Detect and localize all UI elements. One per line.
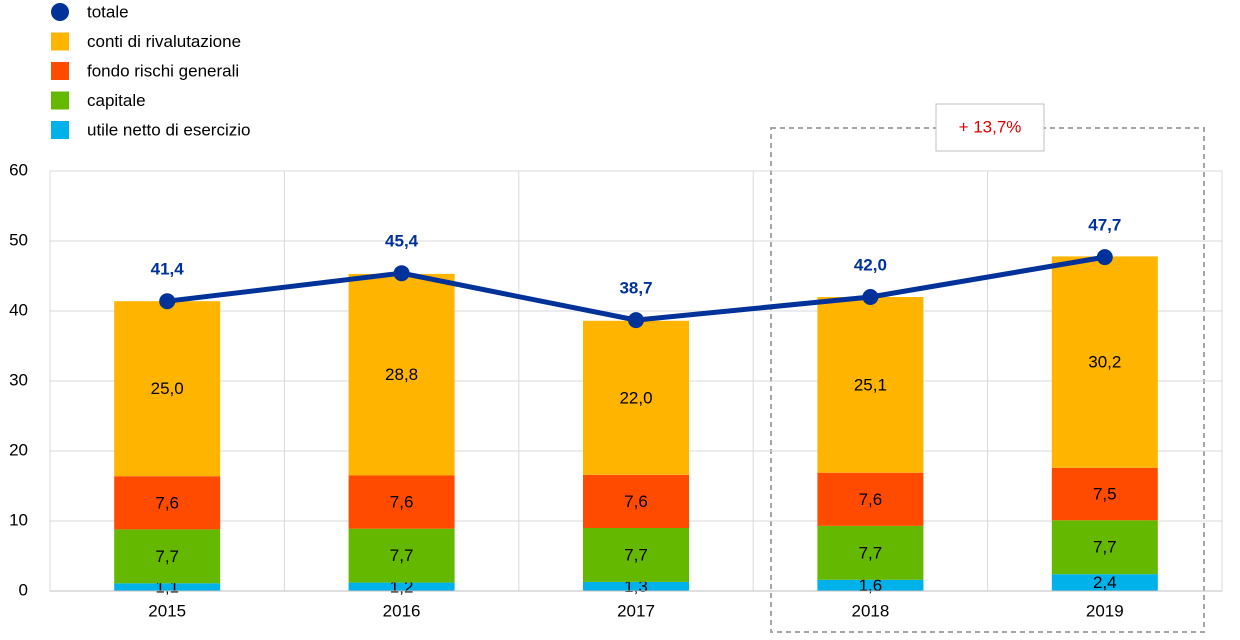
bar-segment (348, 528, 455, 583)
data-label: 7,6 (859, 490, 883, 509)
bar-segment (817, 579, 924, 591)
y-tick-label: 40 (9, 300, 28, 319)
legend-label: fondo rischi generali (87, 61, 239, 80)
bar-segment (583, 474, 689, 528)
line-marker (159, 293, 176, 310)
bar-segment (817, 297, 924, 473)
bar-segment (1051, 467, 1158, 521)
bar-segment (114, 529, 221, 584)
x-tick-label: 2015 (148, 601, 186, 620)
data-label: 25,1 (854, 375, 887, 394)
data-label: 2,4 (1093, 573, 1117, 592)
total-label: 41,4 (151, 260, 185, 279)
x-tick-label: 2017 (617, 601, 655, 620)
data-label: 30,2 (1088, 353, 1121, 372)
bar-segment (1051, 520, 1158, 575)
x-tick-label: 2016 (383, 601, 421, 620)
x-tick-label: 2019 (1086, 601, 1124, 620)
data-label: 7,5 (1093, 485, 1117, 504)
data-label: 7,7 (624, 545, 648, 564)
bar-segment (817, 525, 924, 580)
data-label: 7,6 (624, 492, 648, 511)
annotation: + 13,7% (959, 117, 1022, 136)
y-tick-label: 60 (9, 160, 28, 179)
line-marker (862, 289, 879, 305)
data-label: 7,6 (390, 493, 414, 512)
legend-swatch (51, 91, 69, 110)
annotation-box (935, 103, 1045, 152)
bar-segment (1051, 256, 1158, 468)
total-label: 47,7 (1088, 216, 1121, 235)
legend-label: conti di rivalutazione (87, 32, 241, 51)
legend-label: capitale (87, 91, 146, 110)
data-label: 25,0 (151, 379, 184, 398)
data-label: 7,7 (1093, 538, 1117, 557)
line-marker (1096, 249, 1113, 266)
legend-swatch (51, 62, 69, 80)
line-marker (393, 265, 410, 282)
data-label: 28,8 (385, 365, 418, 384)
y-tick-label: 20 (9, 440, 28, 459)
data-label: 7,7 (155, 547, 179, 566)
bar-segment (583, 581, 689, 591)
total-label: 38,7 (619, 279, 652, 298)
bar-segment (817, 472, 924, 526)
y-tick-label: 30 (9, 370, 28, 389)
y-tick-label: 50 (9, 230, 28, 249)
bar-segment (114, 301, 221, 477)
total-label: 45,4 (385, 232, 419, 251)
data-label: 1,6 (859, 576, 883, 595)
data-label: 22,0 (619, 388, 652, 407)
line-marker (628, 312, 644, 329)
legend-label: totale (87, 2, 129, 21)
legend-swatch (51, 32, 69, 51)
data-label: 7,7 (390, 546, 414, 565)
legend-label: utile netto di esercizio (87, 120, 250, 139)
data-label: 7,6 (155, 493, 179, 512)
bar-segment (1051, 574, 1158, 591)
total-label: 42,0 (854, 255, 887, 274)
bar-segment (583, 320, 689, 475)
y-tick-label: 0 (19, 580, 28, 599)
legend-marker (51, 3, 69, 21)
bar-segment (348, 582, 455, 591)
bar-segment (114, 476, 221, 530)
x-tick-label: 2018 (851, 601, 889, 620)
bar-segment (348, 475, 455, 529)
y-tick-label: 10 (9, 510, 28, 529)
data-label: 7,7 (859, 543, 883, 562)
legend-swatch (51, 121, 69, 139)
bar-segment (583, 528, 689, 582)
bar-segment (114, 583, 221, 591)
bar-segment (348, 273, 455, 476)
